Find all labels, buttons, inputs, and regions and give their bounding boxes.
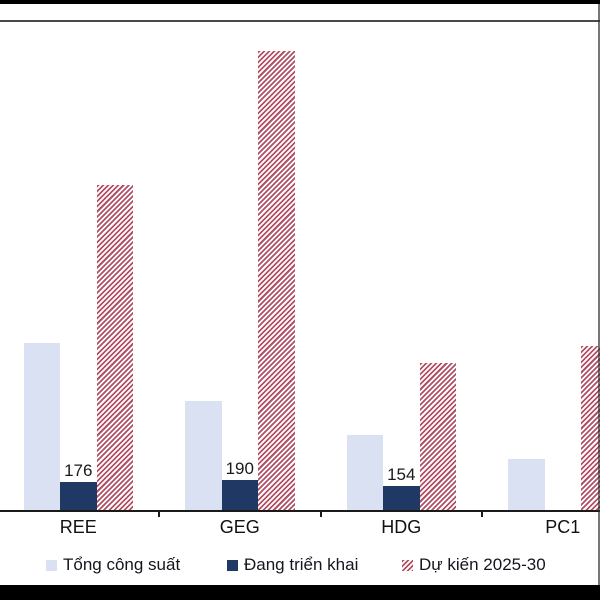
x-axis-label-pc1: PC1 bbox=[545, 517, 581, 537]
legend-swatch-planned-2025-30 bbox=[402, 559, 413, 571]
x-axis-label-hdg: HDG bbox=[381, 517, 422, 537]
bar-ree-series-1 bbox=[60, 482, 97, 510]
letterbox-bottom bbox=[0, 585, 600, 600]
legend: Tổng công suất Đang triển khai Dự kiến 2… bbox=[0, 552, 600, 580]
bar-ree-series-0 bbox=[23, 343, 60, 510]
letterbox-top bbox=[0, 0, 600, 4]
bar-hdg-series-0 bbox=[346, 435, 383, 510]
value-label-geg: 190 bbox=[225, 459, 254, 479]
bar-geg-series-1 bbox=[221, 480, 258, 510]
legend-item-planned-2025-30: Dự kiến 2025-30 bbox=[402, 552, 546, 578]
x-axis-tick bbox=[481, 511, 483, 517]
legend-label-planned-2025-30: Dự kiến 2025-30 bbox=[419, 555, 546, 574]
legend-swatch-total-capacity bbox=[46, 559, 57, 571]
top-divider-line bbox=[0, 20, 600, 22]
value-label-hdg: 154 bbox=[387, 464, 416, 484]
legend-label-total-capacity: Tổng công suất bbox=[63, 555, 181, 574]
legend-item-in-progress: Đang triển khai bbox=[227, 552, 358, 578]
x-axis-tick bbox=[158, 511, 160, 517]
legend-label-in-progress: Đang triển khai bbox=[244, 555, 359, 574]
bar-geg-series-0 bbox=[185, 401, 222, 510]
x-axis-tick bbox=[319, 511, 322, 517]
bar-pc1-series-2 bbox=[581, 346, 600, 510]
plot-area bbox=[0, 22, 600, 510]
x-axis-label-geg: GEG bbox=[219, 517, 260, 537]
bar-hdg-series-2 bbox=[419, 362, 456, 510]
x-axis-label-ree: REE bbox=[59, 517, 97, 537]
bar-ree-series-2 bbox=[96, 184, 133, 510]
x-axis-line bbox=[0, 510, 600, 512]
bar-geg-series-2 bbox=[258, 51, 295, 510]
value-label-ree: 176 bbox=[64, 461, 93, 481]
bar-hdg-series-1 bbox=[383, 485, 420, 510]
legend-item-total-capacity: Tổng công suất bbox=[46, 552, 180, 578]
right-border bbox=[598, 4, 600, 585]
legend-swatch-in-progress bbox=[227, 559, 238, 571]
bar-pc1-series-0 bbox=[508, 458, 545, 510]
